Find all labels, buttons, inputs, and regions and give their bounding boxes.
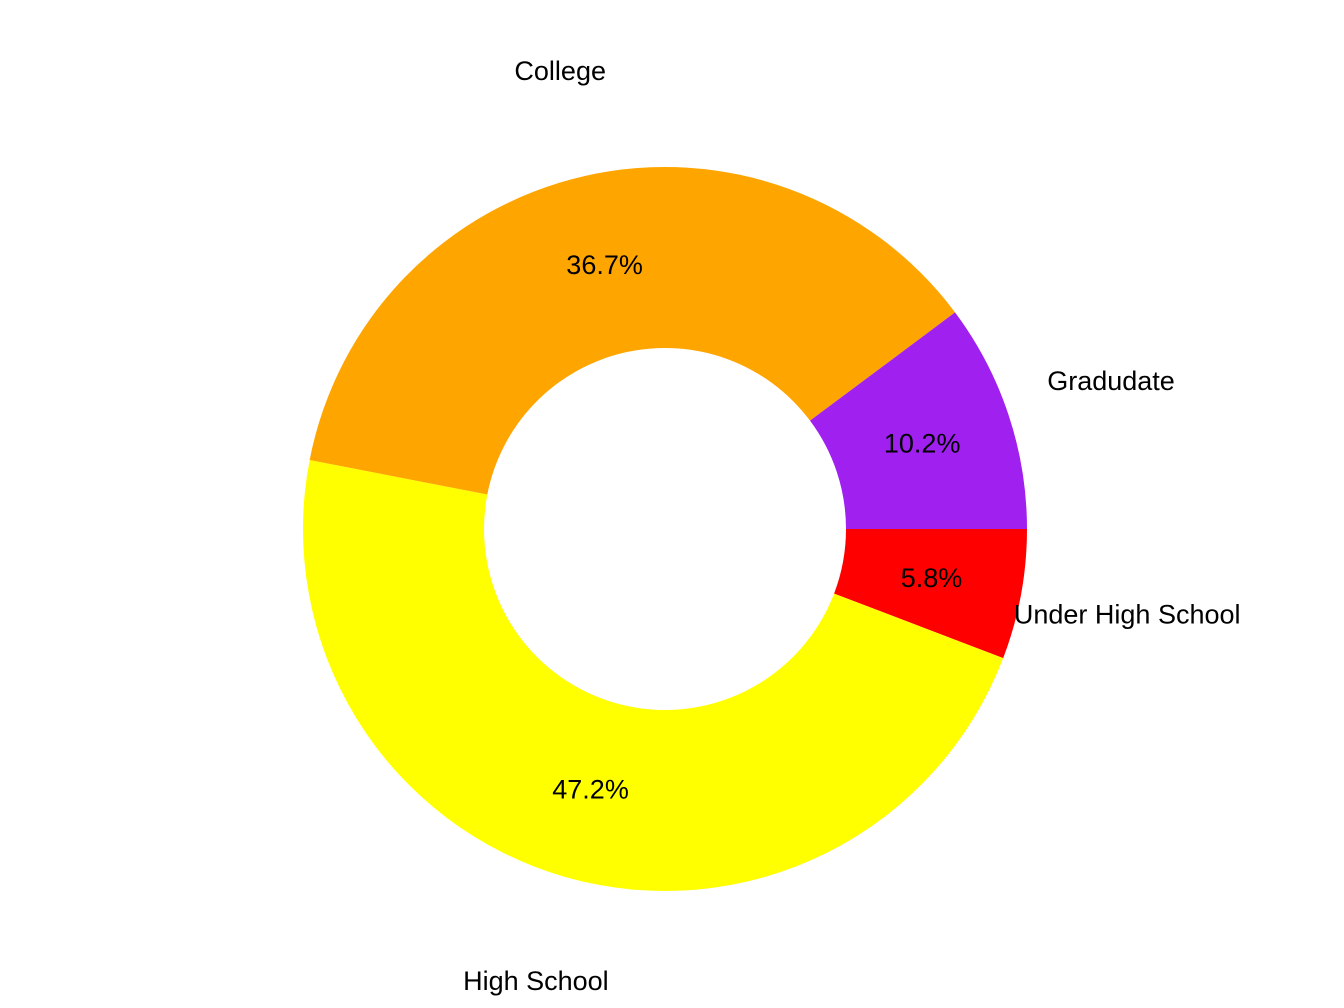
percent-label-gradudate: 10.2% bbox=[884, 429, 961, 459]
category-labels: Under High School High School College Gradu… bbox=[463, 56, 1240, 996]
slice-college bbox=[309, 167, 956, 495]
percent-label-college: 36.7% bbox=[566, 250, 643, 280]
category-label-under-high-school: Under High School bbox=[1014, 599, 1241, 629]
category-label-college: College bbox=[514, 56, 606, 86]
category-label-gradudate: Gradudate bbox=[1047, 366, 1175, 396]
slice-under-high-school bbox=[834, 529, 1027, 659]
percent-label-under-high-school: 5.8% bbox=[901, 563, 963, 593]
percent-label-high-school: 47.2% bbox=[552, 775, 629, 805]
slice-high-school bbox=[302, 459, 1004, 891]
slice-gradudate bbox=[810, 312, 1027, 529]
donut-slices bbox=[302, 167, 1027, 891]
percent-labels: 5.8% 47.2% 36.7% 10.2% bbox=[552, 250, 962, 805]
category-label-high-school: High School bbox=[463, 966, 609, 996]
